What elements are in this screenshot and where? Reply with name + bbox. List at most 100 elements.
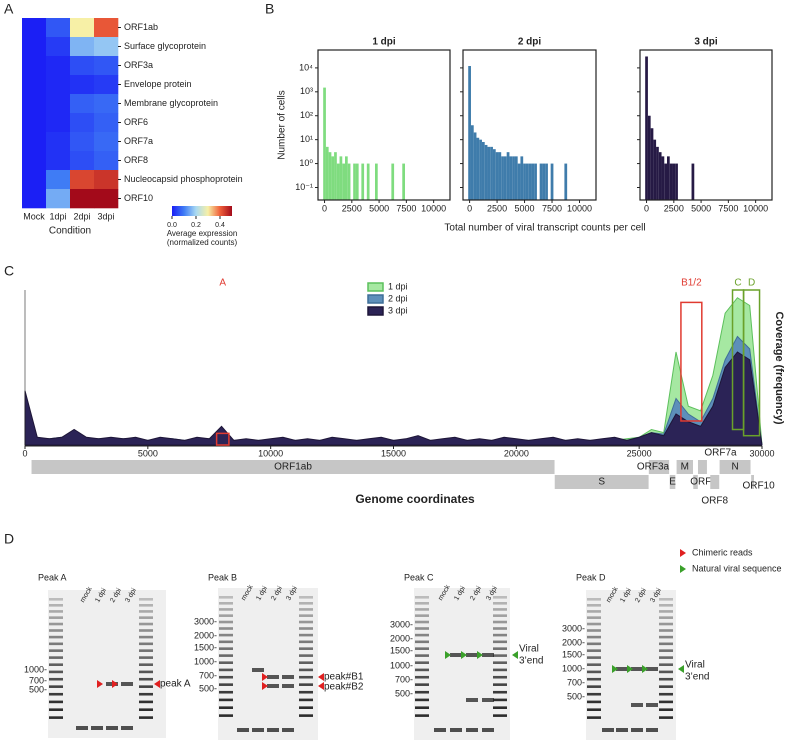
gene-box (697, 460, 707, 474)
legend-arrow (680, 549, 686, 557)
ladder-band (139, 677, 153, 681)
heatmap-cell (70, 75, 95, 95)
histogram-bar (468, 66, 471, 200)
legend-arrow (680, 565, 686, 573)
ladder-band (587, 604, 601, 607)
colorbar (172, 206, 232, 216)
ladder-band (659, 663, 673, 666)
gel-title: Peak C (404, 572, 434, 582)
legend-label: 2 dpi (388, 293, 408, 303)
heatmap-cell (94, 189, 119, 209)
histogram-bar (512, 156, 515, 200)
ladder-band (139, 616, 153, 619)
histogram-bar (495, 152, 499, 200)
histogram-bar (355, 163, 359, 200)
heatmap-cell (46, 132, 71, 152)
size-label: 3000- (194, 616, 217, 626)
ladder-band (219, 654, 233, 657)
ladder-band (139, 642, 153, 646)
panel-label: C (4, 263, 14, 279)
heatmap-cell (46, 18, 71, 38)
ladder-band (415, 706, 429, 709)
ladder-band (299, 614, 313, 617)
ladder-band (299, 620, 313, 624)
gel-title: Peak D (576, 572, 606, 582)
annotation-label: D (748, 278, 755, 289)
x-tick-label: 20000 (504, 448, 529, 458)
size-label: 700- (567, 677, 585, 687)
histogram-bar (345, 156, 348, 200)
sample-band (631, 667, 643, 671)
ladder-band (299, 698, 313, 702)
ladder-band (299, 647, 313, 650)
ladder-band (49, 629, 63, 632)
size-label: 1000- (562, 663, 585, 673)
size-label: 500- (567, 691, 585, 701)
sample-band (466, 698, 478, 702)
ladder-band (219, 714, 233, 717)
ladder-band (139, 629, 153, 632)
ladder-band (139, 610, 153, 613)
band-label: peak#B1 (324, 672, 364, 683)
histogram-bar (520, 156, 524, 200)
ladder-band (587, 642, 601, 646)
ladder-band (415, 640, 429, 644)
ladder-band (415, 654, 429, 657)
histogram-bar (658, 152, 662, 200)
ladder-band (49, 716, 63, 719)
heatmap-cell (22, 132, 47, 152)
band-arrow (112, 680, 118, 688)
band-arrow (612, 665, 618, 673)
column-label: Mock (23, 211, 45, 221)
band-arrow (627, 665, 633, 673)
ladder-band (139, 598, 153, 601)
band-arrow (477, 651, 483, 659)
x-tick-label: 10000 (567, 203, 592, 213)
heatmap-cell (46, 75, 71, 95)
histogram-bar (336, 163, 340, 200)
gene-box (648, 460, 670, 474)
ladder-band (493, 596, 507, 599)
ladder-band (299, 690, 313, 694)
ladder-band (493, 675, 507, 679)
ladder-band (299, 602, 313, 605)
histogram-bar (492, 149, 496, 200)
band-arrow (262, 682, 268, 690)
heatmap-cell (70, 18, 95, 38)
annotation-box (215, 432, 230, 446)
row-label: Envelope protein (124, 79, 192, 89)
ladder-band (139, 692, 153, 696)
histogram-bar (645, 56, 648, 200)
ladder-band (415, 620, 429, 624)
histogram-bar (550, 163, 554, 200)
ladder-band (49, 649, 63, 652)
histogram-bar (514, 156, 518, 200)
histogram-bar (361, 163, 365, 200)
ladder-band (299, 714, 313, 717)
y-axis-label: Number of cells (277, 90, 288, 159)
ladder-band (139, 604, 153, 607)
band-label: Viral (685, 660, 705, 671)
ladder-band (299, 654, 313, 657)
coverage-area (24, 335, 763, 446)
primer-band (237, 728, 249, 732)
legend-swatch (367, 306, 384, 316)
ladder-band (587, 598, 601, 601)
primer-band (434, 728, 446, 732)
gene-label: ORF6 (690, 477, 717, 488)
colorbar-label: Average expression (167, 229, 238, 238)
histogram-bar (481, 141, 485, 200)
ladder-band (659, 622, 673, 626)
primer-band (482, 728, 494, 732)
y-axis-label: Coverage (frequency) (773, 311, 785, 424)
histogram-bar (325, 146, 329, 200)
heatmap-cell (46, 170, 71, 190)
legend-label: Natural viral sequence (692, 563, 782, 573)
histogram-bar (647, 115, 651, 200)
column-label: 2dpi (73, 211, 90, 221)
size-label: 1500- (562, 649, 585, 659)
size-label: 500- (395, 688, 413, 698)
ladder-band (219, 627, 233, 630)
colorbar-label: (normalized counts) (167, 238, 238, 247)
primer-band (91, 726, 103, 730)
